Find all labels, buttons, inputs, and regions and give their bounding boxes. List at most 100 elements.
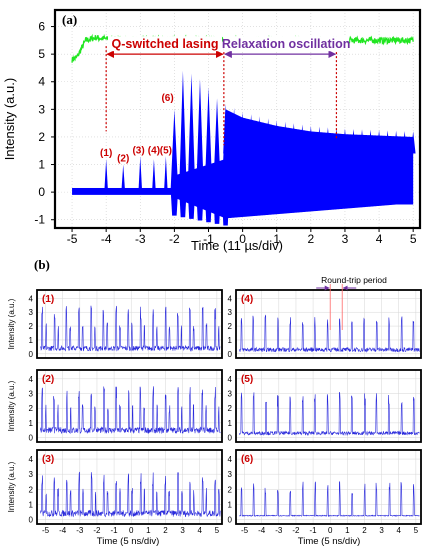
panel-b-label: (b) xyxy=(34,257,50,272)
q-switch-pulse xyxy=(152,159,156,193)
y-tick-label: 3 xyxy=(29,308,34,317)
y-tick-label: 2 xyxy=(29,404,34,413)
x-tick-label: -2 xyxy=(169,232,180,246)
q-switch-pulse xyxy=(179,70,187,218)
subplot-label: (3) xyxy=(42,454,54,465)
subplot-label: (4) xyxy=(241,294,253,305)
panel-a-label: (a) xyxy=(62,12,77,27)
q-switched-lasing-label: Q-switched lasing xyxy=(112,37,219,51)
y-tick-label: 4 xyxy=(228,294,233,303)
x-tick-label: 3 xyxy=(379,526,384,535)
relaxation-cycle xyxy=(274,120,280,154)
subplot-label: (1) xyxy=(42,294,54,305)
trace xyxy=(239,480,420,518)
x-tick-label: -4 xyxy=(258,526,266,535)
subplot-6: (6) 0 1 2 3 4 -5 -4 -3 -2 -1 0 1 2 3 4 5 xyxy=(228,449,422,535)
x-tick-label: -1 xyxy=(203,232,214,246)
relaxation-cycle xyxy=(376,130,382,154)
x-tick-label: -3 xyxy=(275,526,283,535)
y-tick-label: -1 xyxy=(34,213,45,227)
panel-b: (b) (1) 0 1 2 3 4 Intensity (a.u.) (2) 0 1 2 3 4 Inte… xyxy=(7,257,422,547)
panel-a-annotations: Q-switched lasing Relaxation oscillation… xyxy=(100,36,350,165)
y-tick-label: 3 xyxy=(228,470,233,479)
x-tick-label: 5 xyxy=(414,526,419,535)
trace xyxy=(239,314,420,353)
relaxation-cycle xyxy=(231,107,237,154)
x-tick-label: -4 xyxy=(101,232,112,246)
y-tick-label: 2 xyxy=(228,322,233,331)
subplot-5: (5) 0 1 2 3 4 xyxy=(228,369,422,443)
x-tick-label: -2 xyxy=(93,526,101,535)
y-tick-label: 0 xyxy=(29,350,34,359)
q-switch-pulse xyxy=(204,87,213,223)
relaxation-cycle xyxy=(316,126,322,154)
panel-a-ylabel: Intensity (a.u.) xyxy=(2,78,17,160)
x-tick-label: 0 xyxy=(129,526,134,535)
y-tick-label: 4 xyxy=(228,455,233,464)
x-tick-label: 3 xyxy=(342,232,349,246)
q-switch-pulse xyxy=(213,98,221,224)
q-switch-pulse xyxy=(104,159,108,193)
x-tick-label: 0 xyxy=(239,232,246,246)
y-tick-label: 3 xyxy=(29,470,34,479)
relaxation-cycle xyxy=(342,128,348,154)
y-tick-label: 0 xyxy=(228,350,233,359)
panel-b-xlabel-right: Time (5 ns/div) xyxy=(298,536,360,547)
relaxation-cycle xyxy=(282,121,288,154)
subplot-frame xyxy=(36,289,223,359)
relaxation-cycle xyxy=(334,127,339,154)
peak-label: (3) xyxy=(132,145,144,156)
q-switch-pulse xyxy=(170,109,179,216)
subplot-2: (2) 0 1 2 3 4 Intensity (a.u.) xyxy=(7,369,223,443)
relaxation-cycle xyxy=(393,130,399,154)
y-tick-label: 3 xyxy=(228,308,233,317)
relaxation-cycle xyxy=(385,130,390,154)
y-tick-label: 2 xyxy=(228,404,233,413)
peak-labels: (1) (2)(3) (4) (5) (6) xyxy=(100,93,174,165)
trace xyxy=(239,391,420,437)
y-tick-label: 0 xyxy=(38,185,45,199)
relaxation-cycle xyxy=(240,112,246,154)
panel-a: Q-switched lasing Relaxation oscillation… xyxy=(2,8,422,253)
y-tick-label: 0 xyxy=(228,434,233,443)
x-tick-label: -3 xyxy=(76,526,84,535)
subplot-label: (2) xyxy=(42,374,54,385)
x-tick-label: 0 xyxy=(328,526,333,535)
relaxation-cycle xyxy=(265,118,271,154)
x-tick-label: -5 xyxy=(241,526,249,535)
panel-a-ticks: -5 -4 -3 -2 -1 0 1 2 3 4 5 -1 0 1 2 3 4 5 6 xyxy=(34,20,417,246)
relaxation-cycle xyxy=(257,116,263,154)
y-tick-label: 3 xyxy=(38,102,45,116)
q-switch-pulse xyxy=(121,164,125,193)
x-tick-label: -1 xyxy=(111,526,119,535)
subplot-label: (5) xyxy=(241,374,253,385)
y-tick-label: 2 xyxy=(38,130,45,144)
peak-label: (4) xyxy=(148,145,160,156)
x-tick-label: 2 xyxy=(163,526,168,535)
relaxation-cycle xyxy=(402,131,408,154)
subplot-frame xyxy=(235,449,422,525)
subplot-ylabel: Intensity (a.u.) xyxy=(7,298,16,349)
trace xyxy=(40,305,221,352)
panel-a-frame xyxy=(53,8,422,230)
relaxation-cycle xyxy=(351,129,356,154)
trace xyxy=(40,471,221,518)
x-tick-label: 4 xyxy=(198,526,203,535)
q-switch-pulse xyxy=(138,156,142,193)
y-tick-label: 0 xyxy=(228,515,233,524)
relaxation-cycle xyxy=(325,127,331,154)
y-tick-label: 4 xyxy=(29,455,34,464)
y-tick-label: 1 xyxy=(228,336,233,345)
round-trip-period-label: Round-trip period xyxy=(321,275,387,285)
y-tick-label: 2 xyxy=(29,485,34,494)
peak-label: (6) xyxy=(161,93,173,104)
relaxation-cycle xyxy=(368,129,373,154)
y-tick-label: 1 xyxy=(29,500,34,509)
q-switch-pulse xyxy=(221,109,230,226)
x-tick-label: 4 xyxy=(397,526,402,535)
y-tick-label: 5 xyxy=(38,47,45,61)
panel-a-traces xyxy=(71,33,416,226)
subplot-frame xyxy=(36,369,223,443)
x-tick-label: 1 xyxy=(345,526,350,535)
